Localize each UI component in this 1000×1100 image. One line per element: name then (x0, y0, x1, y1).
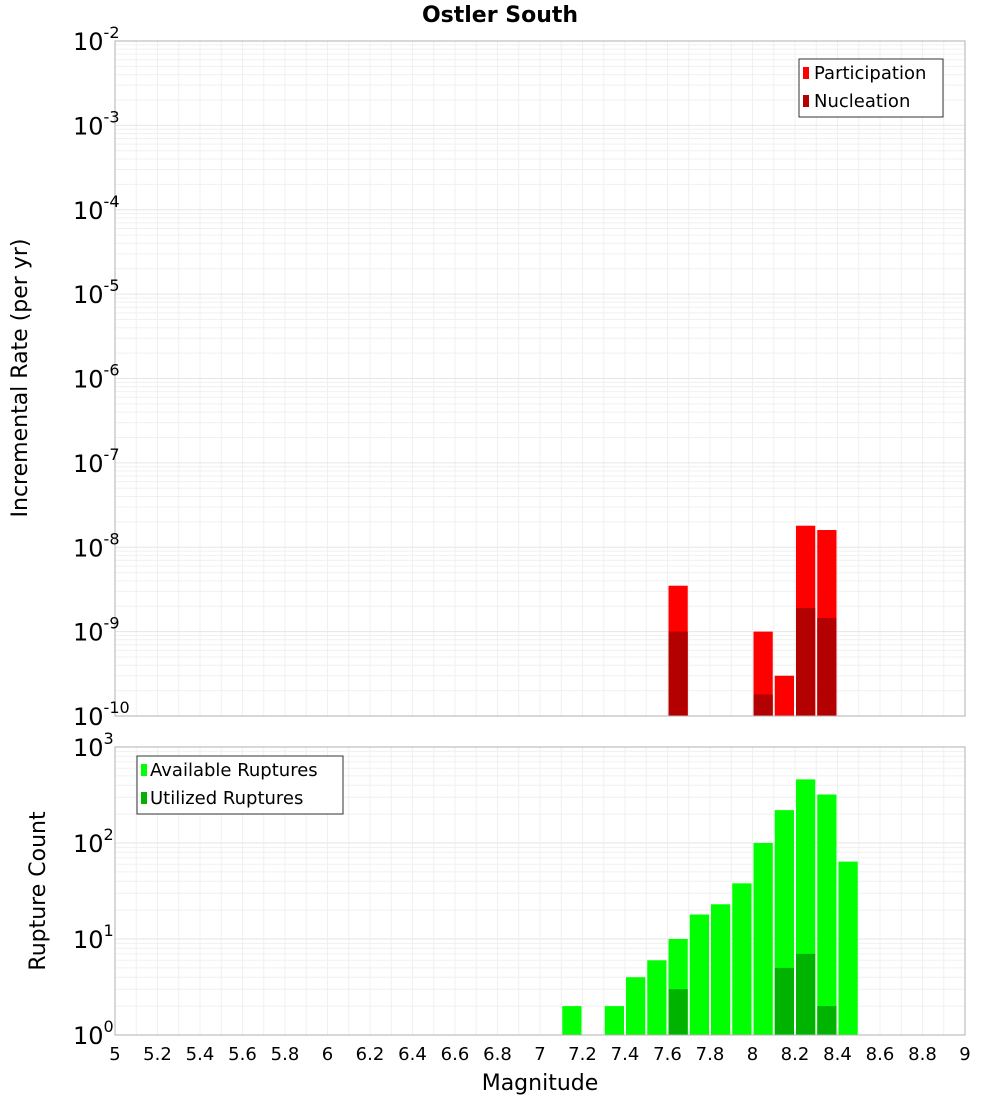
chart-title: Ostler South (422, 3, 578, 28)
top-y-tick-label: 10-5 (73, 276, 120, 309)
x-tick-label: 6.8 (483, 1044, 512, 1065)
bottom-y-tick-label: 103 (73, 729, 114, 762)
bottom-bar-available-ruptures (689, 914, 709, 1035)
top-y-tick-label: 10-8 (73, 529, 120, 562)
bottom-legend: Available Ruptures Utilized Ruptures (136, 755, 344, 815)
x-tick-label: 7.4 (611, 1044, 640, 1065)
legend-label-utilized-ruptures: Utilized Ruptures (150, 788, 303, 809)
top-y-tick-label: 10-6 (73, 361, 120, 394)
top-bar-nucleation (796, 608, 816, 716)
x-axis-label: Magnitude (482, 1071, 599, 1096)
top-y-tick-label: 10-3 (73, 107, 120, 140)
bottom-bar-available-ruptures (817, 794, 837, 1035)
bottom-bar-available-ruptures (647, 960, 667, 1035)
x-tick-label: 5.6 (228, 1044, 257, 1065)
bottom-y-axis-label: Rupture Count (26, 811, 51, 971)
bottom-bar-available-ruptures (753, 843, 773, 1035)
legend-swatch-available-ruptures (141, 764, 147, 776)
bottom-bar-available-ruptures (732, 883, 752, 1035)
x-tick-label: 7.8 (696, 1044, 725, 1065)
top-y-tick-label: 10-2 (73, 23, 120, 56)
top-y-tick-label: 10-7 (73, 445, 120, 478)
bottom-bar-utilized-ruptures (796, 953, 816, 1035)
x-ticks: 5 5.2 5.4 5.6 5.8 6 6.2 6.4 6.6 6.8 7 7.2 7.4 7.6 7.8 8… (109, 1044, 970, 1065)
x-tick-label: 5.8 (271, 1044, 300, 1065)
x-tick-label: 5.2 (143, 1044, 172, 1065)
bottom-bar-available-ruptures (838, 861, 858, 1035)
x-tick-label: 8.2 (781, 1044, 810, 1065)
x-tick-label: 7.2 (568, 1044, 597, 1065)
legend-label-available-ruptures: Available Ruptures (150, 760, 318, 781)
x-tick-label: 6.2 (356, 1044, 385, 1065)
legend-swatch-utilized-ruptures (141, 792, 147, 804)
x-tick-label: 8.8 (908, 1044, 937, 1065)
legend-swatch-participation (803, 67, 809, 79)
top-plot-frame (114, 40, 966, 717)
top-y-tick-label: 10-9 (73, 614, 120, 647)
x-tick-label: 6.4 (398, 1044, 427, 1065)
legend-label-nucleation: Nucleation (814, 91, 910, 112)
bottom-y-tick-label: 100 (73, 1017, 114, 1050)
bottom-bar-available-ruptures (711, 904, 731, 1035)
x-tick-label: 8.4 (823, 1044, 852, 1065)
bottom-bar-available-ruptures (562, 1006, 582, 1035)
bottom-bar-utilized-ruptures (817, 1006, 837, 1035)
bottom-y-tick-label: 102 (73, 825, 114, 858)
top-y-tick-label: 10-10 (73, 698, 130, 731)
legend-swatch-nucleation (803, 95, 809, 107)
top-legend-box (798, 58, 944, 118)
top-grid (114, 41, 966, 717)
top-y-axis-label: Incremental Rate (per yr) (8, 239, 33, 518)
bottom-bar-available-ruptures (604, 1006, 624, 1035)
bottom-bar-utilized-ruptures (668, 989, 688, 1035)
top-bars (668, 525, 837, 716)
bottom-bar-available-ruptures (626, 977, 646, 1035)
top-bar-nucleation (817, 618, 837, 716)
x-tick-label: 5.4 (186, 1044, 215, 1065)
x-tick-label: 6 (322, 1044, 333, 1065)
x-tick-label: 8.6 (866, 1044, 895, 1065)
x-tick-label: 9 (959, 1044, 970, 1065)
top-bar-nucleation (753, 694, 773, 716)
bottom-plot-frame (114, 746, 966, 1036)
x-tick-label: 7 (534, 1044, 545, 1065)
bottom-bar-utilized-ruptures (774, 967, 794, 1035)
x-tick-label: 6.6 (441, 1044, 470, 1065)
top-y-tick-label: 10-4 (73, 192, 120, 225)
top-bar-nucleation (668, 631, 688, 716)
bottom-y-tick-label: 101 (73, 921, 114, 954)
x-tick-label: 8 (747, 1044, 758, 1065)
x-tick-label: 7.6 (653, 1044, 682, 1065)
top-bar-participation (774, 675, 794, 716)
bottom-bars (562, 779, 858, 1035)
bottom-legend-box (136, 755, 344, 815)
x-tick-label: 5 (109, 1044, 120, 1065)
legend-label-participation: Participation (814, 63, 926, 84)
bottom-y-ticks: 100 101 102 103 (73, 729, 114, 1050)
top-legend: Participation Nucleation (798, 58, 944, 118)
